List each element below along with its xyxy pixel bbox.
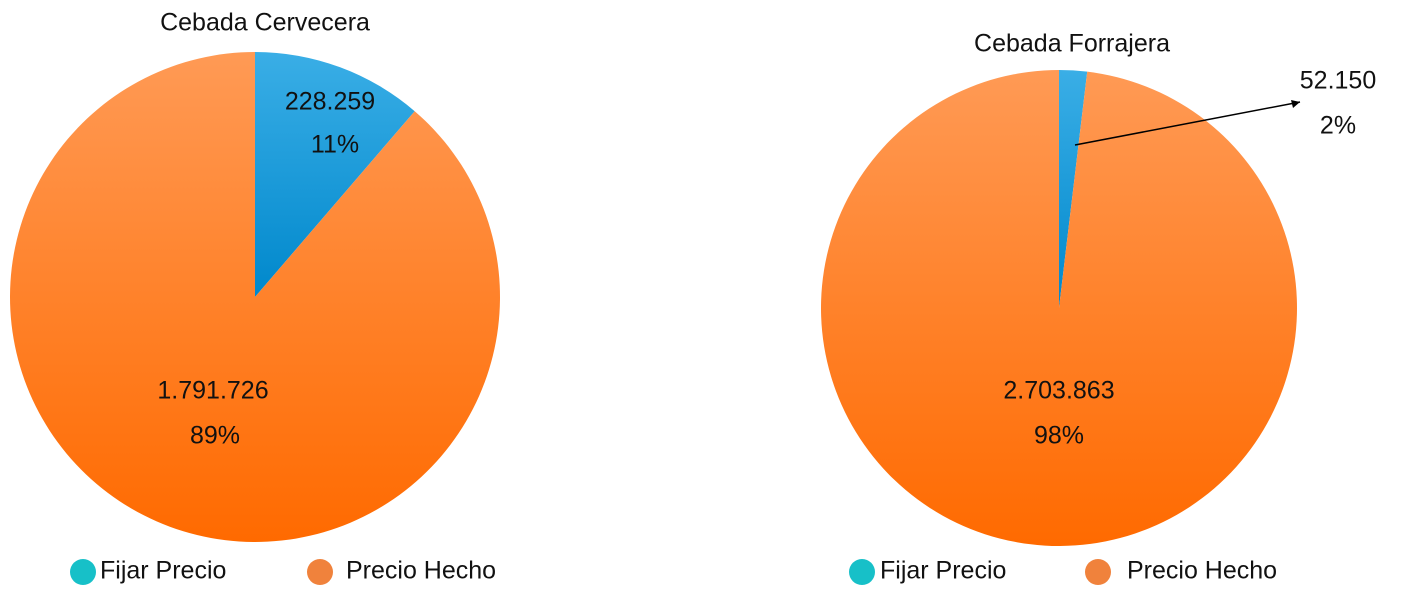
leader-arrow [1291,100,1300,108]
legend-label: Fijar Precio [880,557,1006,585]
legend-label: Precio Hecho [1127,557,1277,585]
percentage-label: 98% [1034,422,1084,450]
value-label: 1.791.726 [157,377,268,405]
legend-label: Fijar Precio [100,557,226,585]
legend-marker [70,559,96,585]
legend-marker [1085,559,1111,585]
percentage-label: 11% [311,131,359,159]
percentage-label: 2% [1320,112,1356,140]
percentage-label: 89% [190,422,240,450]
value-label: 228.259 [285,88,375,116]
pie-slice [10,51,501,543]
chart-title: Cebada Cervecera [160,9,370,37]
legend-marker [849,559,875,585]
pie-slice [821,70,1297,546]
value-label: 2.703.863 [1003,377,1114,405]
legend-marker [307,559,333,585]
legend-label: Precio Hecho [346,557,496,585]
chart-title: Cebada Forrajera [974,30,1170,58]
pie-slice [255,52,415,297]
leader-line [1074,101,1301,146]
value-label: 52.150 [1300,67,1376,95]
pie-slice [1059,70,1088,308]
